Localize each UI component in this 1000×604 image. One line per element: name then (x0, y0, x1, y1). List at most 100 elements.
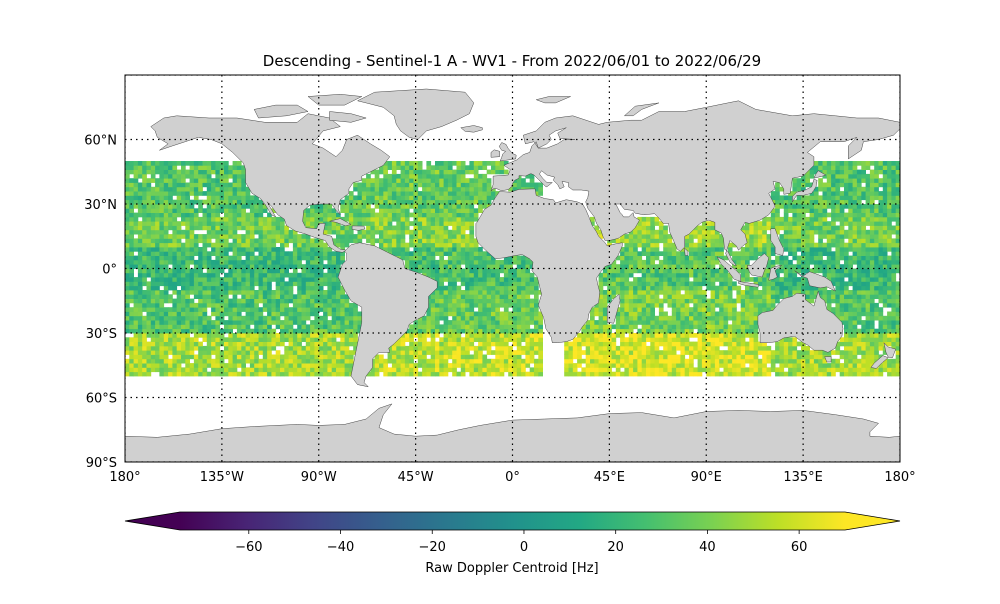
data-cell (206, 251, 212, 256)
data-cell (146, 345, 152, 351)
data-cell (856, 350, 862, 355)
data-cell (478, 328, 483, 334)
data-cell (181, 264, 186, 269)
data-cell (719, 315, 724, 321)
data-cell (663, 259, 668, 265)
data-cell (396, 354, 401, 360)
data-cell (241, 333, 246, 338)
data-cell (146, 247, 152, 252)
data-cell (189, 302, 195, 308)
data-cell (465, 259, 470, 265)
data-cell (693, 234, 698, 239)
data-cell (689, 367, 694, 373)
data-cell (783, 229, 789, 235)
data-cell (856, 247, 862, 252)
data-cell (314, 238, 320, 244)
data-cell (336, 367, 341, 373)
data-cell (508, 302, 513, 308)
data-cell (835, 247, 841, 252)
data-cell (650, 255, 655, 261)
data-cell (219, 290, 225, 295)
data-cell (693, 320, 698, 325)
data-cell (193, 363, 199, 368)
data-cell (159, 367, 165, 373)
data-cell (891, 345, 897, 351)
data-cell (637, 358, 643, 364)
data-cell (452, 337, 457, 342)
data-cell (284, 229, 289, 235)
data-cell (680, 337, 686, 342)
data-cell (654, 272, 660, 278)
data-cell (219, 229, 225, 235)
data-cell (701, 324, 707, 330)
data-cell (534, 333, 539, 338)
data-cell (882, 363, 888, 368)
data-cell (516, 358, 522, 364)
data-cell (146, 251, 152, 256)
data-cell (788, 264, 793, 269)
data-cell (826, 307, 832, 312)
data-cell (159, 255, 165, 261)
data-cell (701, 229, 707, 235)
data-cell (749, 337, 754, 342)
data-cell (486, 345, 492, 351)
data-cell (732, 367, 737, 373)
data-cell (641, 216, 647, 222)
data-cell (762, 277, 767, 282)
data-cell (400, 354, 406, 360)
data-cell (232, 294, 238, 299)
data-cell (762, 345, 767, 351)
data-cell (736, 328, 742, 334)
data-cell (340, 225, 345, 231)
data-cell (831, 290, 836, 295)
data-cell (766, 259, 772, 265)
data-cell (396, 216, 401, 222)
data-cell (211, 320, 216, 325)
data-cell (792, 225, 798, 231)
data-cell (508, 298, 513, 304)
data-cell (611, 341, 617, 347)
data-cell (766, 238, 772, 244)
data-cell (391, 367, 397, 373)
data-cell (284, 242, 289, 248)
data-cell (714, 259, 720, 265)
data-cell (383, 238, 388, 244)
data-cell (624, 324, 630, 330)
data-cell (521, 315, 526, 321)
data-cell (478, 371, 483, 377)
data-cell (206, 350, 212, 355)
data-cell (874, 354, 879, 360)
data-cell (762, 229, 767, 235)
data-cell (856, 328, 862, 334)
data-cell (844, 345, 849, 351)
data-cell (189, 311, 195, 317)
data-cell (732, 320, 737, 325)
data-cell (417, 358, 423, 364)
data-cell (753, 290, 759, 295)
data-cell (874, 315, 879, 321)
data-cell (624, 268, 630, 274)
data-cell (620, 264, 625, 269)
data-cell (611, 290, 617, 295)
data-cell (783, 234, 789, 239)
data-cell (701, 247, 707, 252)
data-cell (271, 221, 277, 226)
data-cell (525, 363, 531, 368)
data-cell (327, 350, 333, 355)
data-cell (327, 216, 333, 222)
data-cell (848, 229, 853, 235)
data-cell (615, 333, 621, 338)
data-cell (714, 345, 720, 351)
data-cell (185, 294, 190, 299)
data-cell (740, 302, 746, 308)
data-cell (663, 328, 668, 334)
data-cell (443, 264, 449, 269)
data-cell (732, 324, 737, 330)
data-cell (594, 302, 599, 308)
data-cell (374, 225, 380, 231)
data-cell (137, 234, 143, 239)
data-cell (262, 221, 268, 226)
data-cell (271, 268, 277, 274)
data-cell (245, 294, 251, 299)
data-cell (667, 320, 673, 325)
